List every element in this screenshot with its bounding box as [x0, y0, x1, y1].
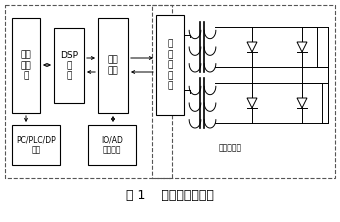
Text: 单片
机控
制: 单片 机控 制 [21, 51, 31, 80]
Text: 图 1    系统控制方框图: 图 1 系统控制方框图 [126, 188, 214, 202]
Bar [88, 125, 136, 165]
Polygon shape [247, 42, 257, 52]
Bar [152, 5, 335, 178]
Text: IO/AD
检测控制: IO/AD 检测控制 [101, 135, 123, 155]
Bar [12, 18, 40, 113]
Bar [156, 15, 184, 115]
Text: 触
发
与
检
测: 触 发 与 检 测 [167, 40, 173, 90]
Bar [54, 28, 84, 103]
Polygon shape [297, 98, 307, 108]
Bar [98, 18, 128, 113]
Polygon shape [297, 42, 307, 52]
Bar [5, 5, 172, 178]
Text: 信号
处理: 信号 处理 [108, 56, 118, 75]
Text: 脉冲变压器: 脉冲变压器 [218, 143, 241, 153]
Text: DSP
控
制: DSP 控 制 [60, 51, 78, 80]
Bar [12, 125, 60, 165]
Polygon shape [247, 98, 257, 108]
Text: PC/PLC/DP
通信: PC/PLC/DP 通信 [16, 135, 56, 155]
